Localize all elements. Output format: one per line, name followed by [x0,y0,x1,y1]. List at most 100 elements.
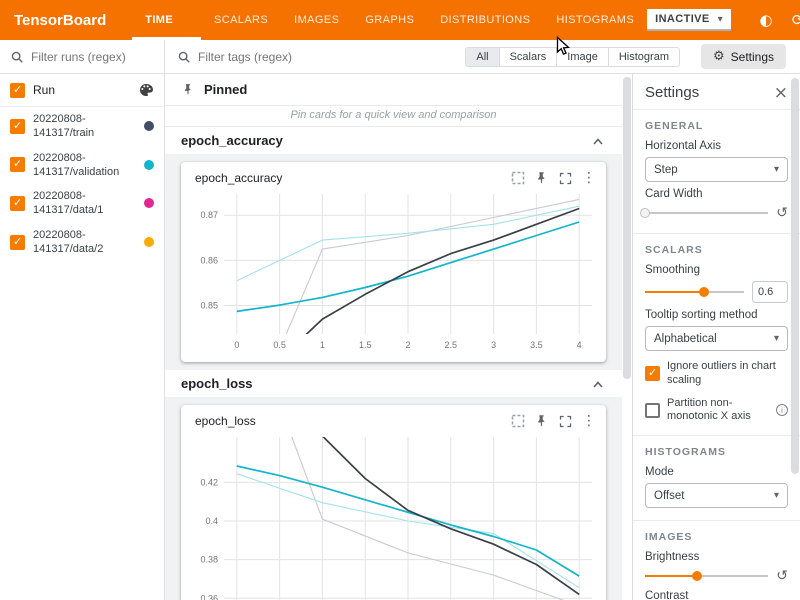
tab-graphs[interactable]: GRAPHS [352,0,427,40]
header-actions: INACTIVE ▾ ◐ ⟳ ⚙ ? [647,9,800,31]
run-color-dot[interactable] [144,237,154,247]
partition-x-axis-checkbox[interactable] [645,403,660,418]
pin-icon [181,83,195,97]
theme-toggle-icon[interactable]: ◐ [753,11,779,29]
fit-domain-icon[interactable] [511,171,525,185]
horizontal-axis-select[interactable]: Step ▾ [645,157,788,182]
run-name: 20220808-141317/train [33,112,136,141]
chevron-up-icon[interactable] [590,378,606,390]
run-checkbox[interactable] [10,119,25,134]
svg-text:0.87: 0.87 [200,210,218,220]
run-row-data-2[interactable]: 20220808-141317/data/2 [0,223,164,262]
reset-icon[interactable]: ↺ [776,205,788,221]
run-checkbox[interactable] [10,235,25,250]
tab-images[interactable]: IMAGES [281,0,352,40]
palette-icon[interactable] [138,82,154,98]
slider-thumb[interactable] [640,208,650,218]
tooltip-sorting-label: Tooltip sorting method [645,309,788,321]
settings-scrollbar[interactable] [791,78,799,474]
run-color-dot[interactable] [144,160,154,170]
section-header-epoch-accuracy[interactable]: epoch_accuracy [165,127,622,154]
run-row-validation[interactable]: 20220808-141317/validation [0,146,164,185]
run-row-train[interactable]: 20220808-141317/train [0,107,164,146]
epoch-loss-chart[interactable]: 00.511.522.533.540.360.380.40.42 [181,431,606,600]
close-icon[interactable]: × [774,86,788,100]
pin-icon[interactable] [534,171,549,186]
tooltip-sorting-select[interactable]: Alphabetical ▾ [645,326,788,351]
svg-text:2: 2 [405,340,410,350]
pin-icon[interactable] [534,414,549,429]
slider-thumb[interactable] [692,571,702,581]
smoothing-input[interactable] [752,281,788,303]
section-title: epoch_accuracy [181,133,590,148]
refresh-icon[interactable]: ⟳ [785,11,800,29]
tab-distributions[interactable]: DISTRIBUTIONS [427,0,543,40]
runs-sidebar: Run 20220808-141317/train 20220808-14131… [0,74,165,600]
settings-section-general: GENERAL Horizontal Axis Step ▾ Card Widt… [633,109,800,233]
tab-scalars[interactable]: SCALARS [201,0,281,40]
brightness-slider[interactable] [645,569,768,583]
svg-text:3: 3 [491,340,496,350]
settings-button[interactable]: ⚙ Settings [701,44,786,69]
tags-filter-area: All Scalars Image Histogram ⚙ Settings [165,40,800,74]
filter-tags-input[interactable] [198,50,458,64]
cards-main-area: Pinned Pin cards for a quick view and co… [165,74,622,600]
run-name: 20220808-141317/data/2 [33,228,136,257]
tag-type-filter: All Scalars Image Histogram [465,47,680,67]
ignore-outliers-row[interactable]: Ignore outliers in chart scaling [645,360,788,388]
histogram-mode-select[interactable]: Offset ▾ [645,483,788,508]
card-width-slider[interactable] [645,206,768,220]
fit-domain-icon[interactable] [511,414,525,428]
pinned-title: Pinned [204,82,247,97]
more-options-icon[interactable]: ⋮ [582,413,596,429]
ignore-outliers-checkbox[interactable] [645,366,660,381]
svg-text:4: 4 [576,340,581,350]
smoothing-slider[interactable] [645,285,744,299]
run-color-dot[interactable] [144,198,154,208]
partition-x-axis-label: Partition non-monotonic X axis [667,397,769,425]
svg-text:0.38: 0.38 [200,555,218,565]
search-icon [177,50,191,64]
card-title: epoch_accuracy [195,171,502,185]
slider-thumb[interactable] [699,287,709,297]
tab-time-series[interactable]: TIME SERIES [132,0,201,40]
chevron-down-icon: ▾ [774,490,779,501]
fullscreen-icon[interactable] [558,414,573,429]
run-row-data-1[interactable]: 20220808-141317/data/1 [0,184,164,223]
filter-chip-all[interactable]: All [465,47,499,67]
svg-text:3.5: 3.5 [530,340,543,350]
section-heading: IMAGES [645,531,788,543]
filter-toolbar: All Scalars Image Histogram ⚙ Settings [0,40,800,74]
main-scrollbar[interactable] [622,74,632,600]
info-icon[interactable]: i [776,404,788,416]
epoch-accuracy-card: epoch_accuracy ⋮ 00.511.522.533.540.850.… [181,162,606,362]
settings-panel-header: Settings × [633,74,800,109]
selected-value: Offset [654,490,684,502]
runs-filter-area [0,40,165,74]
tab-histograms[interactable]: HISTOGRAMS [543,0,647,40]
run-name: 20220808-141317/data/1 [33,189,136,218]
scrollbar-thumb[interactable] [623,77,631,379]
more-options-icon[interactable]: ⋮ [582,170,596,186]
ignore-outliers-label: Ignore outliers in chart scaling [667,360,788,388]
filter-runs-input[interactable] [31,50,149,64]
reload-status-dropdown[interactable]: INACTIVE ▾ [647,9,731,31]
run-checkbox[interactable] [10,196,25,211]
section-header-epoch-loss[interactable]: epoch_loss [165,370,622,397]
runs-header-row: Run [0,74,164,107]
run-checkbox[interactable] [10,157,25,172]
svg-text:2.5: 2.5 [444,340,457,350]
brightness-row: ↺ [645,568,788,584]
smoothing-row [645,281,788,303]
histogram-mode-label: Mode [645,466,788,478]
chevron-down-icon: ▾ [774,333,779,344]
filter-chip-scalars[interactable]: Scalars [499,47,558,67]
reset-icon[interactable]: ↺ [776,568,788,584]
fullscreen-icon[interactable] [558,171,573,186]
epoch-accuracy-chart[interactable]: 00.511.522.533.540.850.860.87 [181,188,606,356]
select-all-runs-checkbox[interactable] [10,83,25,98]
run-color-dot[interactable] [144,121,154,131]
chevron-up-icon[interactable] [590,135,606,147]
filter-chip-histogram[interactable]: Histogram [608,47,680,67]
partition-x-axis-row[interactable]: Partition non-monotonic X axis i [645,397,788,425]
